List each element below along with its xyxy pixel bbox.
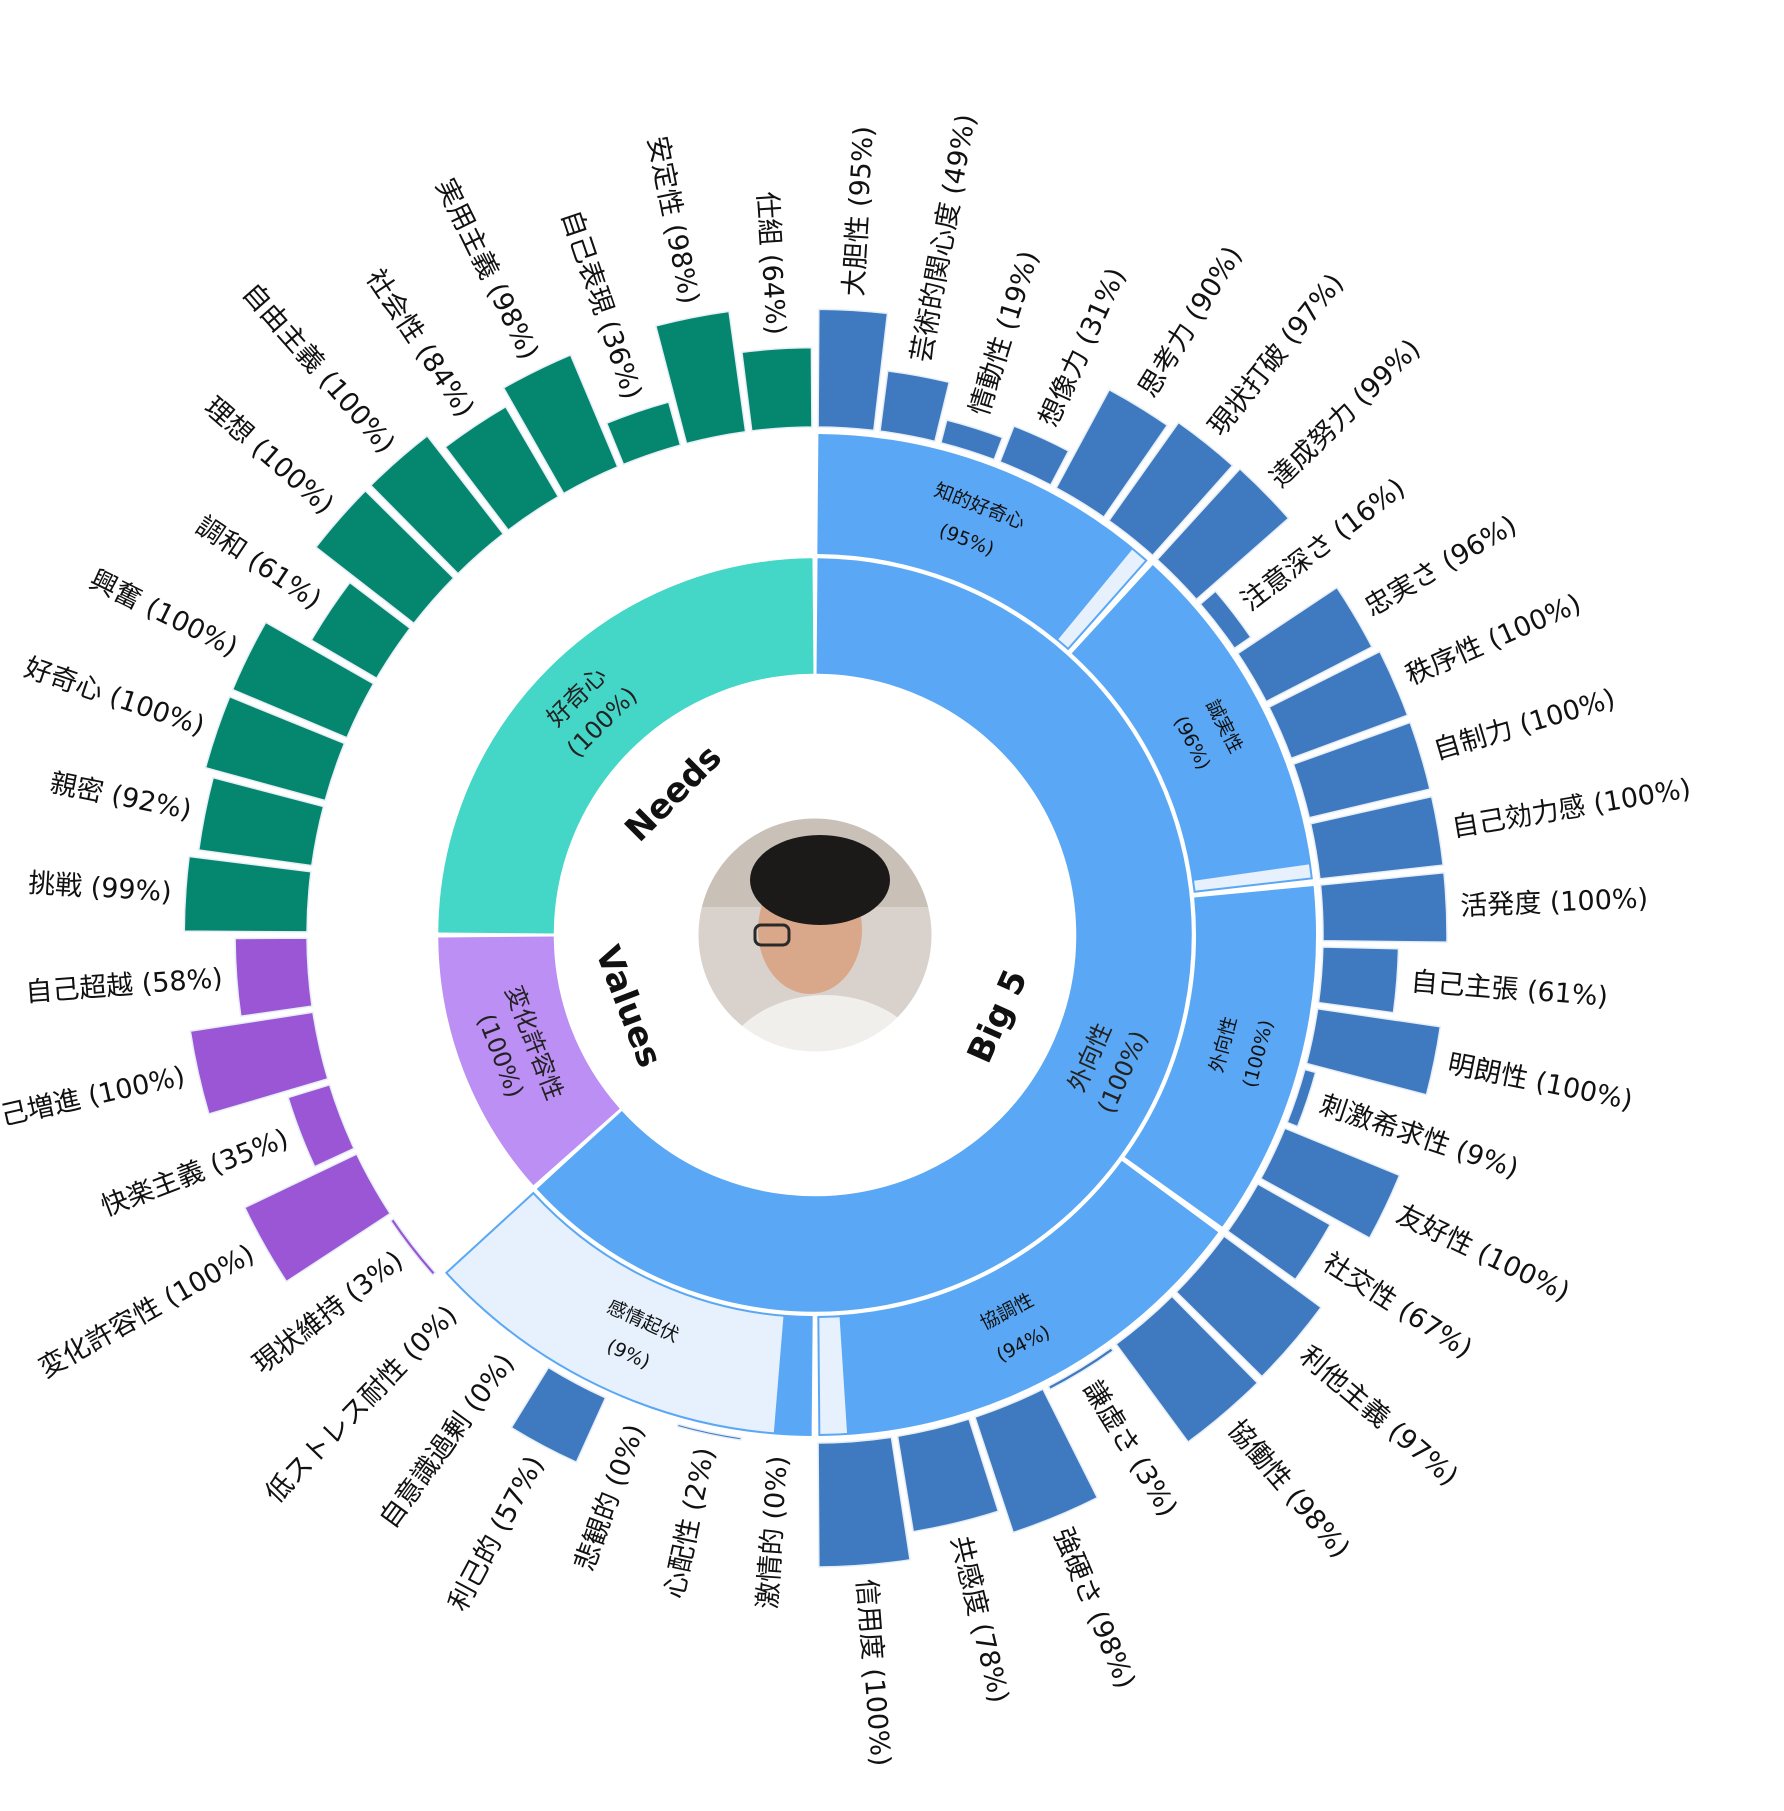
facet-bar-values-2[interactable] bbox=[287, 1083, 356, 1168]
facet-bar-needs-2[interactable] bbox=[204, 695, 346, 802]
facet-label: 自己効力感 (100%) bbox=[1450, 773, 1694, 843]
facet-bar-big5-3-2[interactable] bbox=[1047, 1346, 1115, 1391]
sector-title-big5: Big 5 bbox=[960, 964, 1036, 1069]
facet-bar-big5-0-4[interactable] bbox=[1055, 388, 1169, 519]
facet-label: 自己主張 (61%) bbox=[1410, 966, 1609, 1012]
facet-label: 秩序性 (100%) bbox=[1401, 588, 1586, 691]
facet-label: 調和 (61%) bbox=[190, 510, 327, 616]
facet-label: 協働性 (98%) bbox=[1221, 1414, 1355, 1564]
facet-label: 自己超越 (58%) bbox=[24, 963, 223, 1008]
facet-bar-values-4[interactable] bbox=[234, 937, 313, 1018]
facet-bar-big5-2-4[interactable] bbox=[1259, 1127, 1401, 1240]
facet-label: 活発度 (100%) bbox=[1460, 883, 1649, 922]
facet-label: 情動性 (19%) bbox=[964, 247, 1045, 419]
facet-label: 思考力 (90%) bbox=[1133, 241, 1249, 403]
sector-title-values: Values bbox=[587, 940, 670, 1072]
facet-label: 利己的 (57%) bbox=[443, 1451, 550, 1616]
facet-bar-needs-11[interactable] bbox=[741, 346, 813, 432]
trait-arc-3[interactable] bbox=[839, 1162, 1217, 1434]
facet-bar-values-3[interactable] bbox=[189, 1011, 329, 1115]
facet-label: 激情的 (0%) bbox=[752, 1455, 794, 1610]
facet-bar-big5-2-2[interactable] bbox=[1305, 1007, 1442, 1096]
facet-label: 社会性 (84%) bbox=[359, 264, 480, 423]
facet-label: 理想 (100%) bbox=[198, 391, 339, 520]
trait-arc-0[interactable] bbox=[818, 435, 1133, 641]
facet-bar-needs-10[interactable] bbox=[654, 310, 747, 445]
facet-label: 大胆性 (95%) bbox=[839, 125, 880, 297]
facet-label: 忠実さ (96%) bbox=[1359, 510, 1522, 623]
sector-title-needs: Needs bbox=[617, 737, 730, 850]
group-arc-needs[interactable] bbox=[439, 559, 813, 933]
facet-bar-big5-2-5[interactable] bbox=[1226, 1182, 1332, 1281]
facet-bar-needs-5[interactable] bbox=[314, 489, 455, 625]
facet-label: 利他主義 (97%) bbox=[1293, 1340, 1463, 1492]
group-arc-values[interactable] bbox=[439, 937, 619, 1185]
facet-label: 明朗性 (100%) bbox=[1445, 1049, 1635, 1117]
facet-label: 挑戦 (99%) bbox=[27, 868, 172, 908]
facet-label: 興奮 (100%) bbox=[85, 564, 243, 663]
facet-bar-big5-2-1[interactable] bbox=[1317, 946, 1400, 1014]
facet-label: 安定性 (98%) bbox=[641, 133, 705, 306]
facet-label: 強硬さ (98%) bbox=[1047, 1524, 1141, 1694]
arcs-layer bbox=[183, 308, 1448, 1568]
facet-label: 共感度 (78%) bbox=[944, 1533, 1014, 1706]
group-arc-big5[interactable] bbox=[537, 559, 1191, 1311]
facet-bar-big5-0-5[interactable] bbox=[1107, 421, 1234, 557]
person-photo bbox=[697, 817, 933, 1053]
facet-bar-needs-9[interactable] bbox=[605, 401, 682, 466]
facet-bar-needs-3[interactable] bbox=[231, 621, 375, 739]
facet-label: 自己増進 (100%) bbox=[0, 1061, 188, 1138]
facet-bar-needs-0[interactable] bbox=[183, 855, 312, 933]
center-photo bbox=[695, 815, 935, 1055]
facet-bar-needs-1[interactable] bbox=[197, 776, 325, 867]
facet-label: 好奇心 (100%) bbox=[20, 652, 208, 742]
trait-track-4 bbox=[444, 1191, 813, 1436]
facet-bar-big5-1-5[interactable] bbox=[1309, 795, 1444, 880]
facet-label: 仕組 (64%) bbox=[751, 191, 791, 336]
facet-label: 社交性 (67%) bbox=[1317, 1247, 1478, 1365]
facet-bar-big5-0-2[interactable] bbox=[939, 419, 1004, 461]
facet-bar-big5-4-3[interactable] bbox=[510, 1366, 607, 1464]
facet-bar-big5-3-0[interactable] bbox=[1175, 1235, 1323, 1378]
facet-bar-big5-3-5[interactable] bbox=[817, 1436, 911, 1568]
facet-label: 信用度 (100%) bbox=[850, 1578, 896, 1768]
facet-bar-values-1[interactable] bbox=[243, 1153, 392, 1283]
facet-bar-big5-4-1[interactable] bbox=[676, 1423, 743, 1441]
facet-bar-big5-2-3[interactable] bbox=[1286, 1068, 1317, 1128]
facet-label: 心配性 (2%) bbox=[659, 1445, 721, 1602]
facet-bar-needs-6[interactable] bbox=[369, 434, 505, 575]
facet-label: 芸術的関心度 (49%) bbox=[906, 112, 982, 365]
facet-bar-needs-8[interactable] bbox=[502, 353, 619, 495]
facet-bar-big5-3-1[interactable] bbox=[1115, 1295, 1259, 1444]
facet-bar-values-0[interactable] bbox=[389, 1217, 437, 1277]
facet-label: 実用主義 (98%) bbox=[429, 174, 544, 365]
facet-bar-big5-0-3[interactable] bbox=[998, 425, 1070, 487]
facet-bar-big5-3-4[interactable] bbox=[896, 1418, 1000, 1533]
facet-bar-big5-1-1[interactable] bbox=[1199, 590, 1252, 650]
facet-bar-big5-0-1[interactable] bbox=[879, 370, 951, 443]
facet-label: 友好性 (100%) bbox=[1391, 1199, 1574, 1308]
facet-label: 親密 (92%) bbox=[47, 768, 194, 826]
facet-label: 変化許容性 (100%) bbox=[34, 1239, 260, 1385]
facet-bar-big5-0-0[interactable] bbox=[817, 308, 889, 432]
facet-label: 自制力 (100%) bbox=[1430, 683, 1619, 766]
facet-bar-big5-3-3[interactable] bbox=[973, 1388, 1099, 1534]
facet-bar-big5-1-3[interactable] bbox=[1268, 650, 1409, 760]
trait-arc-2[interactable] bbox=[1125, 887, 1315, 1226]
facet-bar-big5-2-0[interactable] bbox=[1319, 871, 1448, 943]
trait-arc-1[interactable] bbox=[1073, 566, 1310, 881]
photo-border bbox=[695, 815, 935, 1055]
facet-bar-big5-1-0[interactable] bbox=[1156, 467, 1290, 601]
facet-bar-big5-1-2[interactable] bbox=[1236, 586, 1373, 703]
trait-arc-4[interactable] bbox=[773, 1315, 812, 1435]
facet-bar-needs-4[interactable] bbox=[310, 581, 412, 680]
facet-bar-needs-7[interactable] bbox=[444, 405, 560, 532]
facet-bar-big5-1-4[interactable] bbox=[1292, 721, 1431, 819]
